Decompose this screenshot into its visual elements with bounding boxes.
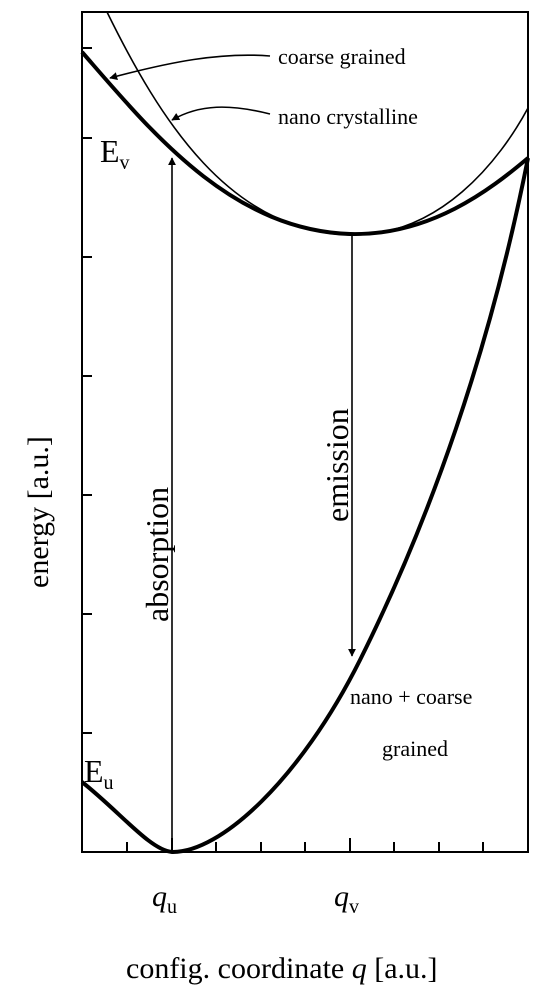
y-axis-ticks <box>82 47 92 734</box>
emission-label: emission <box>319 408 355 522</box>
eu-level-label: Eu <box>84 753 114 794</box>
ground-state-curve <box>80 157 530 855</box>
absorption-label: absorption <box>139 487 175 622</box>
x-tick-label-qu: qu <box>152 880 177 918</box>
ev-level-label: Ev <box>100 133 130 174</box>
x-axis-label: config. coordinate q [a.u.] <box>126 952 438 985</box>
ground-state-label-line2: grained <box>382 736 448 761</box>
nano-crystalline-pointer <box>171 106 271 121</box>
x-tick-label-qv: qv <box>334 880 359 918</box>
excited-state-nano-curve <box>80 50 530 237</box>
coarse-grained-label: coarse grained <box>278 44 406 69</box>
nano-crystalline-label: nano crystalline <box>278 104 418 129</box>
coarse-grained-pointer <box>109 54 271 81</box>
ground-state-label-line1: nano + coarse <box>350 684 472 709</box>
y-axis-label: energy [a.u.] <box>22 436 55 588</box>
plot-frame <box>81 11 529 853</box>
